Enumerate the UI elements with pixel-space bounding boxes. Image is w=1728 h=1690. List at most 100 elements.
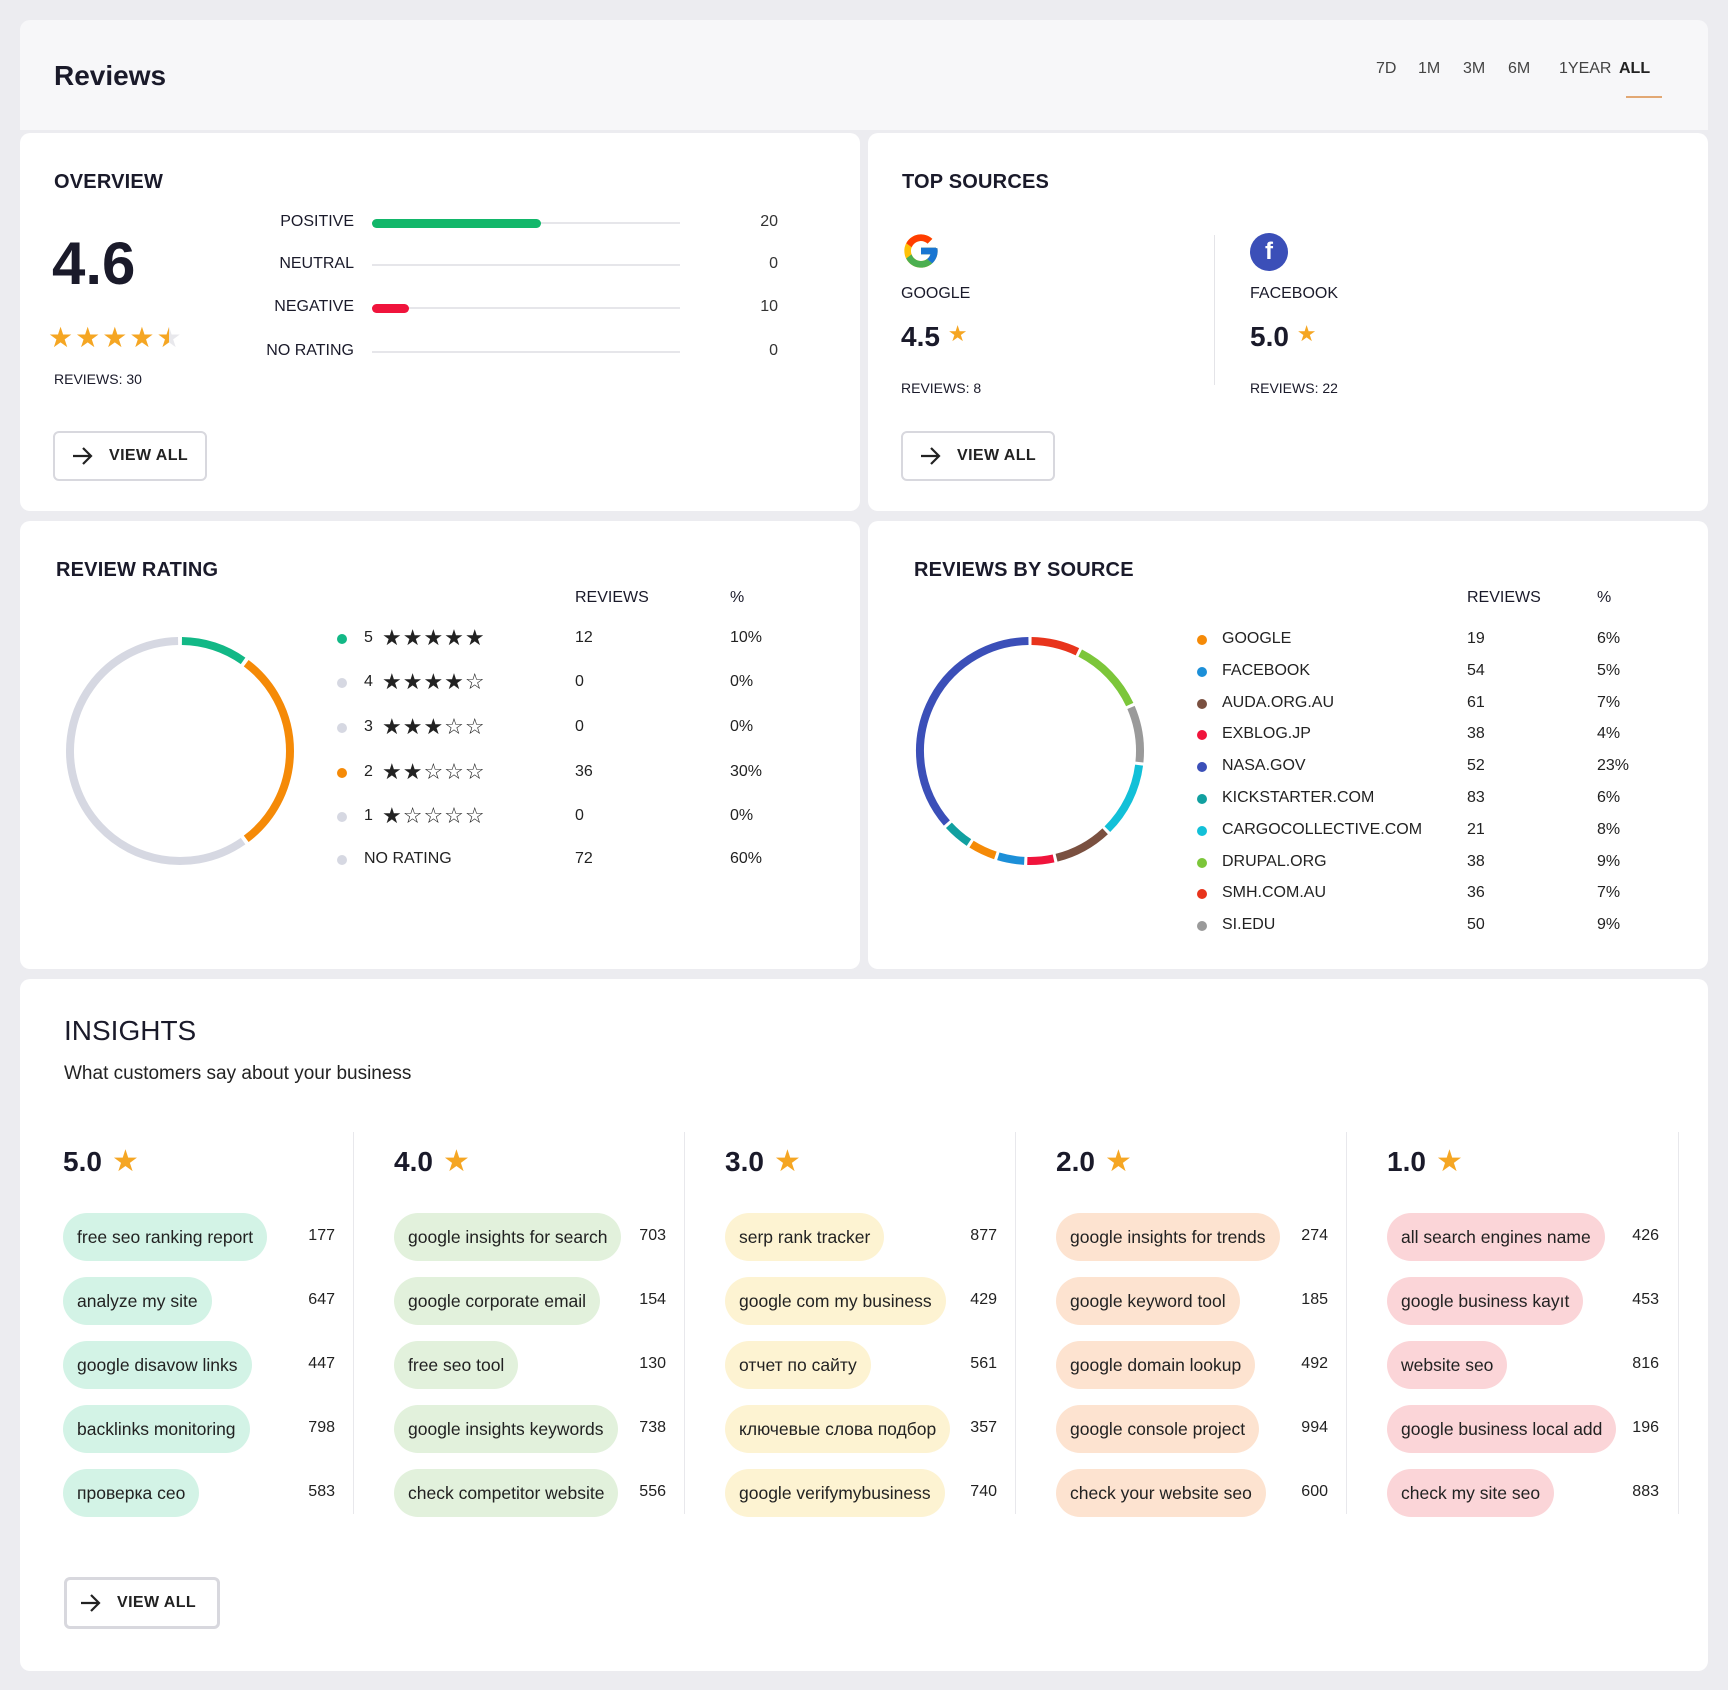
insight-keyword-pill[interactable]: google insights for trends	[1056, 1213, 1280, 1261]
insight-keyword-pill[interactable]: google com my business	[725, 1277, 946, 1325]
review-rating-card: REVIEW RATING REVIEWS % 5 ★★★★★ 12 10% 4 ★★★★…	[20, 521, 860, 969]
facebook-source-name: FACEBOOK	[1250, 285, 1339, 302]
rating-pct: 30%	[730, 763, 763, 780]
insight-column-divider	[1346, 1132, 1347, 1514]
legend-dot	[1197, 857, 1207, 868]
source-name: SI.EDU	[1222, 916, 1276, 934]
source-name: FACEBOOK	[1222, 661, 1311, 679]
legend-dot	[1197, 730, 1207, 741]
source-name: NASA.GOV	[1222, 757, 1306, 775]
range-tab-3m[interactable]: 3M	[1463, 60, 1486, 77]
insight-keyword-pill[interactable]: check my site seo	[1387, 1469, 1555, 1517]
star-icon: ★	[1435, 1145, 1463, 1178]
sentiment-label: NEUTRAL	[279, 255, 354, 272]
insight-keyword-count: 453	[1632, 1291, 1659, 1308]
donut-segment	[1055, 828, 1108, 862]
sentiment-bar-track	[372, 264, 680, 266]
rating-review-count: 0	[575, 807, 584, 824]
overview-view-all-button[interactable]: VIEW ALL	[53, 431, 207, 481]
reviews-by-source-card: REVIEWS BY SOURCE REVIEWS % GOOGLE 19 6% FA…	[868, 521, 1708, 969]
insight-keyword-count: 447	[308, 1355, 335, 1372]
star-icon: ★	[111, 1145, 139, 1178]
range-tab-7d[interactable]: 7D	[1376, 60, 1397, 77]
insight-keyword-pill[interactable]: free seo ranking report	[63, 1213, 268, 1261]
page-title: Reviews	[54, 60, 167, 91]
insights-view-all-button[interactable]: VIEW ALL	[64, 1577, 220, 1629]
insight-rating-value: 2.0	[1056, 1146, 1095, 1177]
insight-keyword-pill[interactable]: google business kayıt	[1387, 1277, 1584, 1325]
donut-segment	[916, 637, 1029, 826]
sentiment-label: POSITIVE	[280, 213, 354, 230]
insight-column-divider	[1678, 1132, 1679, 1514]
overview-card: OVERVIEW 4.6 ★★★★★ REVIEWS: 30 VIEW ALL …	[20, 133, 860, 511]
rating-review-count: 12	[575, 629, 593, 646]
rating-pct: 60%	[730, 850, 763, 867]
insight-rating-value: 4.0	[394, 1146, 433, 1177]
insight-rating-heading: 1.0 ★	[1387, 1144, 1463, 1179]
range-tab-6m[interactable]: 6M	[1508, 60, 1531, 77]
source-review-count: 52	[1467, 757, 1485, 775]
insight-keyword-pill[interactable]: all search engines name	[1387, 1213, 1605, 1261]
reviews-by-source-donut	[916, 637, 1144, 865]
insight-keyword-count: 994	[1301, 1419, 1328, 1436]
sentiment-bar-fill	[372, 218, 542, 228]
insight-keyword-pill[interactable]: проверка сео	[63, 1469, 200, 1517]
source-name: GOOGLE	[1222, 630, 1292, 647]
insight-rating-heading: 4.0 ★	[394, 1144, 470, 1179]
source-review-count: 61	[1467, 693, 1485, 711]
legend-dot	[1197, 635, 1207, 645]
insight-keyword-count: 816	[1632, 1355, 1659, 1372]
rating-stars-icon: ★★★★☆	[382, 669, 486, 694]
legend-dot	[1197, 825, 1207, 836]
source-pct: 9%	[1597, 852, 1621, 870]
insight-keyword-count: 492	[1301, 1355, 1328, 1372]
range-tab-all[interactable]: ALL	[1619, 60, 1651, 77]
insight-keyword-pill[interactable]: google insights for search	[394, 1213, 622, 1261]
insight-keyword-pill[interactable]: free seo tool	[394, 1341, 519, 1389]
rating-stars-icon: ★★★☆☆	[382, 714, 486, 739]
source-pct: 5%	[1597, 661, 1621, 679]
insight-keyword-count: 274	[1301, 1227, 1328, 1244]
insight-keyword-pill[interactable]: отчет по сайту	[725, 1341, 871, 1389]
insight-keyword-pill[interactable]: google disavow links	[63, 1341, 252, 1389]
sentiment-count: 0	[769, 342, 778, 359]
insight-keyword-pill[interactable]: analyze my site	[63, 1277, 212, 1325]
insight-keyword-pill[interactable]: google domain lookup	[1056, 1341, 1256, 1389]
insight-keyword-count: 357	[970, 1419, 997, 1436]
insight-keyword-pill[interactable]: google verifymybusiness	[725, 1469, 945, 1517]
source-pct: 4%	[1597, 725, 1621, 743]
donut-segment	[1031, 637, 1080, 656]
rating-label: 2	[364, 763, 373, 780]
source-name: EXBLOG.JP	[1222, 725, 1311, 743]
insight-keyword-count: 130	[639, 1355, 666, 1372]
source-pct: 6%	[1597, 789, 1621, 806]
insight-keyword-pill[interactable]: ключевые слова подбор	[725, 1405, 951, 1453]
range-tab-1year[interactable]: 1YEAR	[1559, 60, 1612, 77]
overall-star-rating: ★★★★★	[48, 321, 184, 354]
donut-segment	[1127, 705, 1144, 763]
legend-dot	[1197, 889, 1207, 900]
source-review-count: 21	[1467, 820, 1485, 838]
insight-keyword-count: 154	[639, 1291, 666, 1308]
insight-keyword-pill[interactable]: serp rank tracker	[725, 1213, 885, 1261]
top-sources-view-all-button[interactable]: VIEW ALL	[901, 431, 1055, 481]
insight-keyword-pill[interactable]: google corporate email	[394, 1277, 601, 1325]
google-source-score: 4.5 ★	[901, 321, 968, 352]
sentiment-count: 10	[760, 298, 778, 315]
rating-pct: 10%	[730, 629, 763, 646]
insight-keyword-pill[interactable]: google console project	[1056, 1405, 1260, 1453]
insight-keyword-pill[interactable]: website seo	[1387, 1341, 1508, 1389]
rating-review-count: 72	[575, 850, 593, 867]
insight-keyword-count: 883	[1632, 1483, 1659, 1500]
insight-keyword-pill[interactable]: check your website seo	[1056, 1469, 1266, 1517]
range-tab-1m[interactable]: 1M	[1418, 60, 1441, 77]
legend-dot	[337, 723, 347, 733]
insight-keyword-pill[interactable]: google insights keywords	[394, 1405, 618, 1453]
insight-keyword-pill[interactable]: google keyword tool	[1056, 1277, 1240, 1325]
insight-keyword-pill[interactable]: check competitor website	[394, 1469, 619, 1517]
top-sources-title: TOP SOURCES	[902, 171, 1050, 193]
insight-keyword-pill[interactable]: google business local add	[1387, 1405, 1617, 1453]
source-pct: 23%	[1597, 757, 1630, 775]
insight-column-divider	[684, 1132, 685, 1514]
insight-keyword-pill[interactable]: backlinks monitoring	[63, 1405, 250, 1453]
